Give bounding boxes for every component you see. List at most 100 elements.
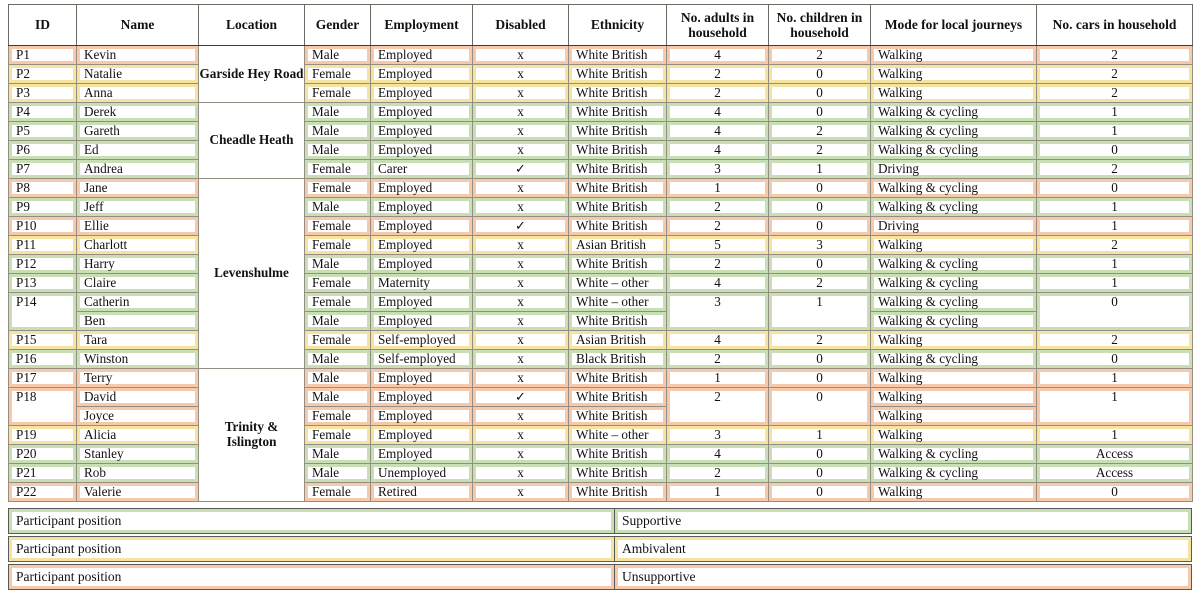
cell-adults: 3 <box>666 425 769 445</box>
cell-children: 0 <box>768 83 871 103</box>
cell-cars: 0 <box>1036 140 1193 160</box>
cell-gender: Female <box>304 235 371 255</box>
cell-employment: Employed <box>370 45 473 65</box>
cell-mode: Driving <box>870 159 1037 179</box>
cell-children: 0 <box>768 463 871 483</box>
cell-id: P6 <box>8 140 77 160</box>
cell-mode: Walking & cycling <box>870 254 1037 274</box>
cell-name: Natalie <box>76 64 199 84</box>
cell-mode: Walking & cycling <box>870 463 1037 483</box>
cell-cars: 2 <box>1036 330 1193 350</box>
cell-name: Ellie <box>76 216 199 236</box>
cell-mode: Walking <box>870 45 1037 65</box>
cell-adults: 4 <box>666 121 769 141</box>
cell-employment: Self-employed <box>370 349 473 369</box>
cell-location: Trinity & Islington <box>198 368 305 502</box>
cell-disabled: x <box>472 121 569 141</box>
table-row: P4 Derek Cheadle Heath Male Employed x White B… <box>8 102 1193 179</box>
cell-id: P2 <box>8 64 77 84</box>
cell-gender: Male <box>304 197 371 217</box>
cell-employment: Retired <box>370 482 473 502</box>
cell-disabled: x <box>472 102 569 122</box>
cell-id: P8 <box>8 178 77 198</box>
cell-name: Ben <box>76 311 199 331</box>
table-row: Joyce Female Employed x White British Walking <box>9 406 1193 426</box>
cell-employment: Employed <box>370 235 473 255</box>
cell-adults: 5 <box>666 235 769 255</box>
participant-position-legend: Participant position Supportive Particip… <box>8 508 1192 590</box>
cell-gender: Male <box>304 121 371 141</box>
cell-disabled: ✓ <box>472 159 569 179</box>
cell-adults: 2 <box>666 216 769 236</box>
cell-adults: 1 <box>666 178 769 198</box>
cell-gender: Male <box>304 463 371 483</box>
cell-disabled: x <box>472 140 569 160</box>
col-header-mode: Mode for local journeys <box>870 4 1037 46</box>
cell-adults: 4 <box>666 444 769 464</box>
cell-mode: Walking <box>870 83 1037 103</box>
cell-name: Joyce <box>76 406 199 426</box>
cell-cars: 1 <box>1036 102 1193 122</box>
cell-ethnicity: White British <box>568 121 667 141</box>
cell-children: 0 <box>768 197 871 217</box>
cell-ethnicity: White British <box>568 140 667 160</box>
cell-id: P4 <box>8 102 77 122</box>
cell-id: P13 <box>8 273 77 293</box>
cell-name: Kevin <box>76 45 199 65</box>
cell-disabled: x <box>472 406 569 426</box>
cell-ethnicity: Black British <box>568 349 667 369</box>
cell-name: Winston <box>76 349 199 369</box>
cell-gender: Male <box>304 444 371 464</box>
legend-label: Participant position <box>9 565 615 589</box>
cell-id: P9 <box>8 197 77 217</box>
cell-children: 1 <box>768 292 871 331</box>
table-row: P15 Tara Female Self-employed x Asian British… <box>8 330 1193 350</box>
cell-id: P20 <box>8 444 77 464</box>
col-header-employment: Employment <box>370 4 473 46</box>
cell-mode: Driving <box>870 216 1037 236</box>
cell-disabled: x <box>472 273 569 293</box>
cell-disabled: x <box>472 178 569 198</box>
cell-adults: 4 <box>666 273 769 293</box>
cell-adults: 2 <box>666 463 769 483</box>
col-header-disabled: Disabled <box>472 4 569 46</box>
table-row: P11 Charlott Female Employed x Asian British 5… <box>8 235 1193 255</box>
table-row: P5 Gareth Male Employed x White British 4 2 Walk… <box>8 121 1193 141</box>
cell-name: Andrea <box>76 159 199 179</box>
legend-value: Unsupportive <box>615 565 1191 589</box>
table-row: P10 Ellie Female Employed ✓ White British 2 0 Dr… <box>8 216 1193 236</box>
cell-name: Jane <box>76 178 199 198</box>
cell-location: Cheadle Heath <box>198 102 305 179</box>
cell-employment: Unemployed <box>370 463 473 483</box>
cell-gender: Female <box>304 425 371 445</box>
cell-cars: 1 <box>1036 387 1193 426</box>
col-header-id: ID <box>8 4 77 46</box>
table-row: P2 Natalie Female Employed x White British 2 0 W… <box>8 64 1193 84</box>
cell-disabled: x <box>472 83 569 103</box>
cell-mode: Walking <box>870 406 1037 426</box>
col-header-ethnicity: Ethnicity <box>568 4 667 46</box>
cell-children: 2 <box>768 121 871 141</box>
cell-adults: 1 <box>666 482 769 502</box>
cell-ethnicity: White British <box>568 406 667 426</box>
cell-mode: Walking & cycling <box>870 197 1037 217</box>
cell-employment: Employed <box>370 140 473 160</box>
cell-employment: Employed <box>370 121 473 141</box>
cell-cars: Access <box>1036 444 1193 464</box>
col-header-cars: No. cars in household <box>1036 4 1193 46</box>
cell-ethnicity: Asian British <box>568 330 667 350</box>
cell-adults: 4 <box>666 45 769 65</box>
cell-location: Levenshulme <box>198 178 305 369</box>
cell-cars: 2 <box>1036 159 1193 179</box>
col-header-adults: No. adults in household <box>666 4 769 46</box>
participants-table: ID Name Location Gender Employment Disab… <box>8 4 1193 502</box>
cell-children: 2 <box>768 140 871 160</box>
header-row: ID Name Location Gender Employment Disab… <box>8 4 1193 46</box>
cell-disabled: x <box>472 349 569 369</box>
cell-adults: 4 <box>666 330 769 350</box>
cell-id: P7 <box>8 159 77 179</box>
cell-children: 0 <box>768 482 871 502</box>
cell-children: 0 <box>768 368 871 388</box>
cell-children: 0 <box>768 216 871 236</box>
cell-gender: Female <box>304 83 371 103</box>
